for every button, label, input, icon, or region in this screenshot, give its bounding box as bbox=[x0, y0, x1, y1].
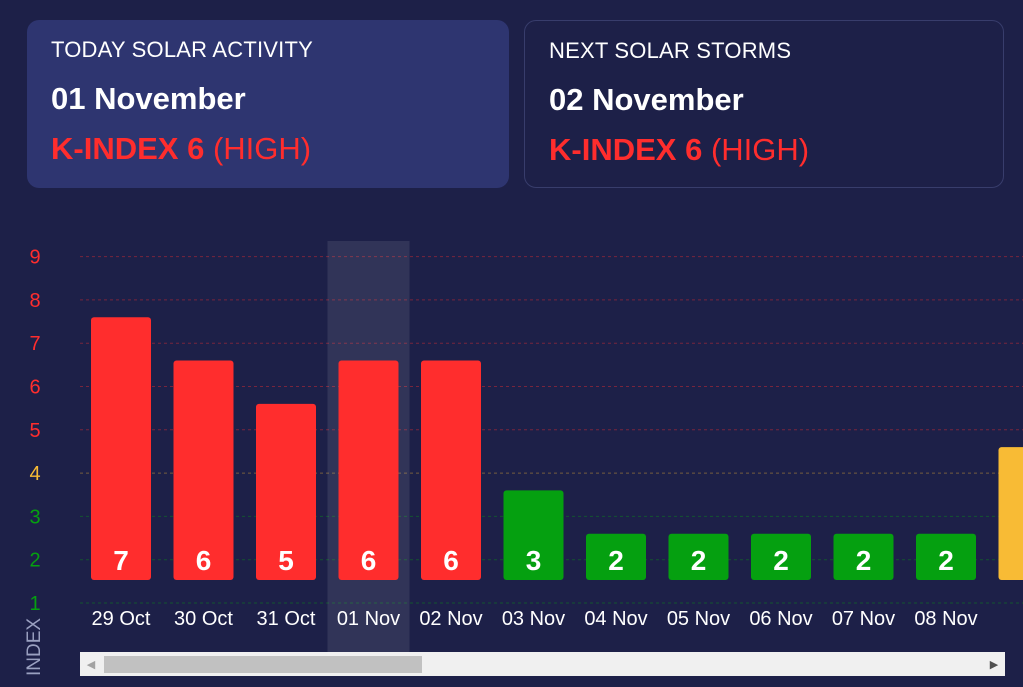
today-date: 01 November bbox=[51, 81, 246, 116]
bar-value-label-5: 3 bbox=[526, 545, 542, 576]
today-kindex-level: (HIGH) bbox=[212, 131, 312, 166]
y-tick-9: 9 bbox=[29, 247, 40, 269]
bar-value-label-2: 5 bbox=[278, 545, 294, 576]
y-tick-5: 5 bbox=[29, 420, 40, 442]
today-activity-card: TODAY SOLAR ACTIVITY 01 November K-INDEX… bbox=[27, 20, 509, 188]
y-tick-4: 4 bbox=[29, 463, 40, 485]
x-tick-10: 08 Nov bbox=[914, 608, 977, 630]
bar-4[interactable] bbox=[421, 360, 481, 580]
bar-8[interactable] bbox=[751, 533, 811, 580]
today-kindex-value: K-INDEX 6 bbox=[51, 131, 205, 166]
bar-2[interactable] bbox=[256, 403, 316, 580]
bar-value-label-8: 2 bbox=[773, 545, 789, 576]
today-kindex: K-INDEX 6 (HIGH) bbox=[51, 131, 485, 167]
next-storms-card: NEXT SOLAR STORMS 02 November K-INDEX 6 … bbox=[524, 20, 1004, 188]
x-tick-8: 06 Nov bbox=[749, 608, 812, 630]
y-tick-3: 3 bbox=[29, 506, 40, 528]
bar-9[interactable] bbox=[833, 533, 894, 580]
bar-value-label-3: 6 bbox=[361, 545, 377, 576]
bar-value-label-6: 2 bbox=[608, 545, 624, 576]
x-tick-7: 05 Nov bbox=[667, 608, 730, 630]
scroll-right-icon[interactable]: ▶ bbox=[989, 658, 999, 671]
x-tick-0: 29 Oct bbox=[92, 608, 151, 630]
x-tick-4: 02 Nov bbox=[419, 608, 482, 630]
x-tick-5: 03 Nov bbox=[502, 608, 565, 630]
scroll-left-icon[interactable]: ◀ bbox=[86, 658, 96, 671]
next-kindex-value: K-INDEX 6 bbox=[549, 132, 703, 167]
chart-scrollbar[interactable]: ◀ ▶ bbox=[80, 652, 1005, 676]
y-tick-2: 2 bbox=[29, 550, 40, 572]
bar-value-label-7: 2 bbox=[691, 545, 707, 576]
x-tick-1: 30 Oct bbox=[174, 608, 233, 630]
bar-value-label-0: 7 bbox=[113, 545, 129, 576]
next-kindex: K-INDEX 6 (HIGH) bbox=[549, 132, 979, 168]
x-tick-3: 01 Nov bbox=[337, 608, 400, 630]
bar-5[interactable] bbox=[503, 490, 564, 580]
bar-0[interactable] bbox=[91, 317, 151, 580]
bar-value-label-9: 2 bbox=[856, 545, 872, 576]
bar-11[interactable] bbox=[998, 447, 1023, 580]
y-tick-8: 8 bbox=[29, 290, 40, 312]
bar-3[interactable] bbox=[338, 360, 399, 580]
y-tick-6: 6 bbox=[29, 377, 40, 399]
y-axis-label: INDEX bbox=[24, 618, 45, 676]
x-tick-9: 07 Nov bbox=[832, 608, 895, 630]
y-tick-1: 1 bbox=[29, 593, 40, 615]
x-tick-2: 31 Oct bbox=[257, 608, 316, 630]
bar-value-label-10: 2 bbox=[938, 545, 954, 576]
x-tick-6: 04 Nov bbox=[584, 608, 647, 630]
next-date: 02 November bbox=[549, 82, 744, 117]
next-kindex-level: (HIGH) bbox=[710, 132, 810, 167]
bar-1[interactable] bbox=[173, 360, 234, 580]
bar-10[interactable] bbox=[916, 533, 976, 580]
next-heading: NEXT SOLAR STORMS bbox=[549, 38, 792, 63]
bar-value-label-1: 6 bbox=[196, 545, 212, 576]
bar-6[interactable] bbox=[586, 533, 646, 580]
scroll-thumb[interactable] bbox=[104, 656, 422, 673]
y-tick-7: 7 bbox=[29, 333, 40, 355]
bar-7[interactable] bbox=[668, 533, 729, 580]
bar-value-label-4: 6 bbox=[443, 545, 459, 576]
today-heading: TODAY SOLAR ACTIVITY bbox=[51, 37, 313, 62]
